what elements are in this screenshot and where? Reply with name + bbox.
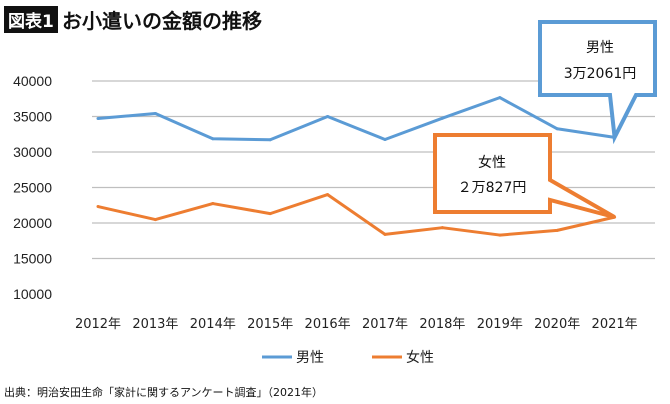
y-tick-label: 15000 [13,251,52,267]
callout-female [433,133,616,220]
x-tick-label: 2021年 [592,317,638,332]
x-tick-label: 2016年 [305,317,351,332]
series-line-male [97,96,615,142]
data-point [555,228,559,232]
legend-label: 女性 [406,349,434,366]
data-point [326,193,330,197]
data-point [383,232,387,236]
data-point [383,138,387,142]
source-note: 出典：明治安田生命「家計に関するアンケート調査」（2021年） [4,386,324,399]
callout-male [538,20,657,145]
data-point [153,218,157,222]
x-tick-label: 2015年 [247,317,293,332]
figure-badge: 図表1 [4,6,58,33]
y-tick-label: 25000 [13,180,52,196]
data-point [498,233,502,237]
data-point [440,226,444,230]
x-tick-label: 2018年 [419,317,465,332]
data-point [268,138,272,142]
data-point [326,115,330,118]
data-point [153,112,157,116]
y-tick-label: 35000 [13,109,52,125]
chart-title: お小遣いの金額の推移 [62,9,262,33]
data-point [555,127,559,131]
callout-male-label: 男性 [586,40,614,56]
x-tick-label: 2012年 [75,317,121,332]
data-point [268,212,272,216]
callout-male-value: 3万2061円 [564,66,637,82]
x-tick-label: 2017年 [362,317,408,332]
series-line-female [97,193,615,237]
y-tick-label: 10000 [13,286,52,302]
data-point [498,96,502,100]
x-tick-label: 2020年 [534,317,580,332]
callout-female-label: 女性 [478,154,506,171]
x-tick-label: 2019年 [477,317,523,332]
data-point [96,116,100,120]
y-tick-label: 20000 [13,215,52,231]
x-tick-label: 2013年 [132,317,178,332]
data-point [96,205,100,209]
legend-label: 男性 [296,350,324,366]
data-point [211,202,215,206]
data-point [211,137,215,141]
x-tick-label: 2014年 [190,317,236,332]
callout-female-value: ２万827円 [458,180,527,196]
y-tick-label: 30000 [13,144,52,160]
data-point [440,116,444,120]
y-tick-label: 40000 [13,73,52,89]
